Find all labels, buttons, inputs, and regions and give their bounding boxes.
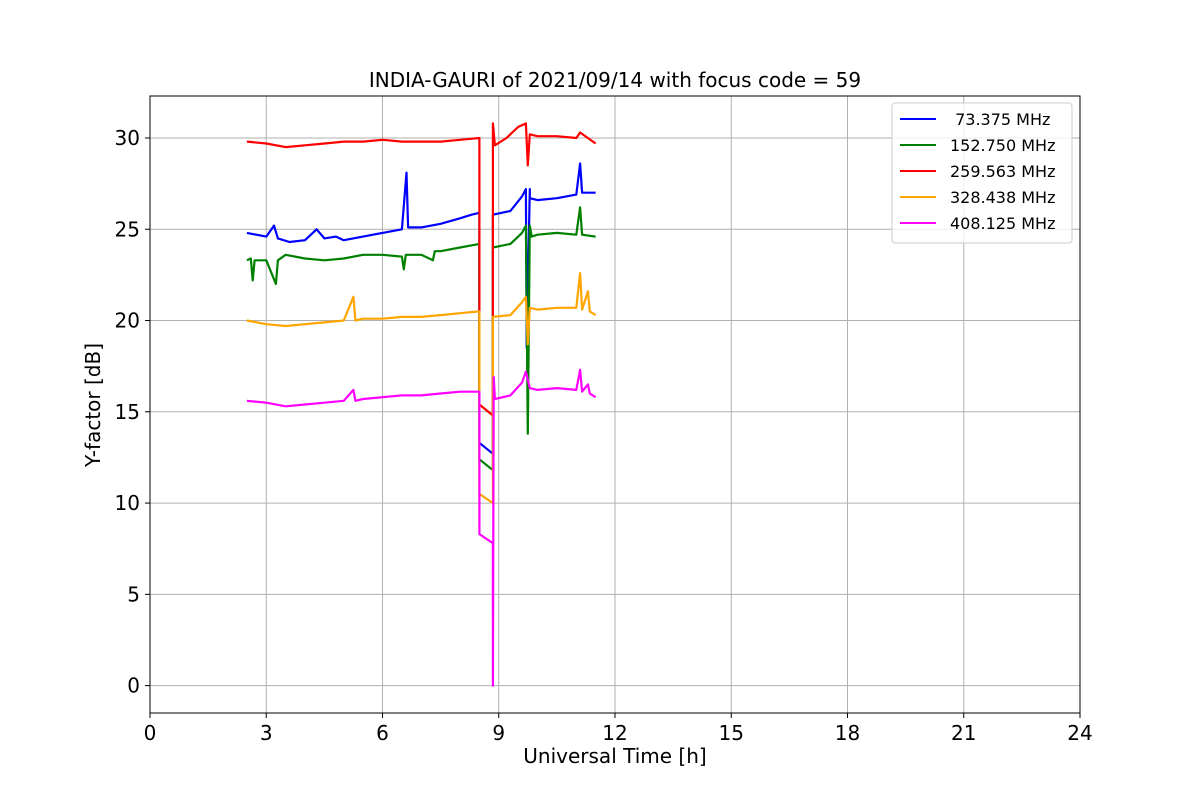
legend-label: 73.375 MHz [950,110,1050,129]
y-axis: 0 5 10 15 20 25 30 [115,126,150,698]
series-group [246,122,597,687]
legend-label: 328.438 MHz [950,188,1055,207]
y-tick-label: 0 [127,674,140,698]
series-line-0 [246,162,596,455]
x-tick-label: 9 [492,721,505,745]
x-axis-label: Universal Time [h] [523,744,706,768]
y-axis-label: Y-factor [dB] [81,343,105,468]
x-axis: 0 3 6 9 12 15 18 21 24 [144,713,1093,745]
legend-label: 152.750 MHz [950,136,1055,155]
y-tick-label: 20 [115,309,140,333]
legend-label: 408.125 MHz [950,214,1055,233]
y-tick-label: 25 [115,217,140,241]
x-tick-label: 6 [376,721,389,745]
x-tick-label: 12 [602,721,627,745]
y-tick-label: 10 [115,491,140,515]
x-tick-label: 0 [144,721,157,745]
chart-title: INDIA-GAURI of 2021/09/14 with focus cod… [369,68,861,92]
series-line-2 [246,122,597,417]
legend-box [891,102,1073,244]
legend-label: 259.563 MHz [950,162,1055,181]
y-tick-label: 5 [127,582,140,606]
y-tick-label: 30 [115,126,140,150]
x-tick-label: 18 [835,721,860,745]
x-tick-label: 24 [1067,721,1092,745]
series-line-3 [246,272,597,505]
y-tick-label: 15 [115,400,140,424]
x-tick-label: 21 [951,721,976,745]
series-line-1 [246,206,596,472]
grid [149,96,1081,713]
x-tick-label: 3 [260,721,273,745]
series-line-4 [246,368,597,687]
x-tick-label: 15 [719,721,744,745]
legend: 73.375 MHz 152.750 MHz 259.563 MHz 328.438 … [891,102,1073,244]
